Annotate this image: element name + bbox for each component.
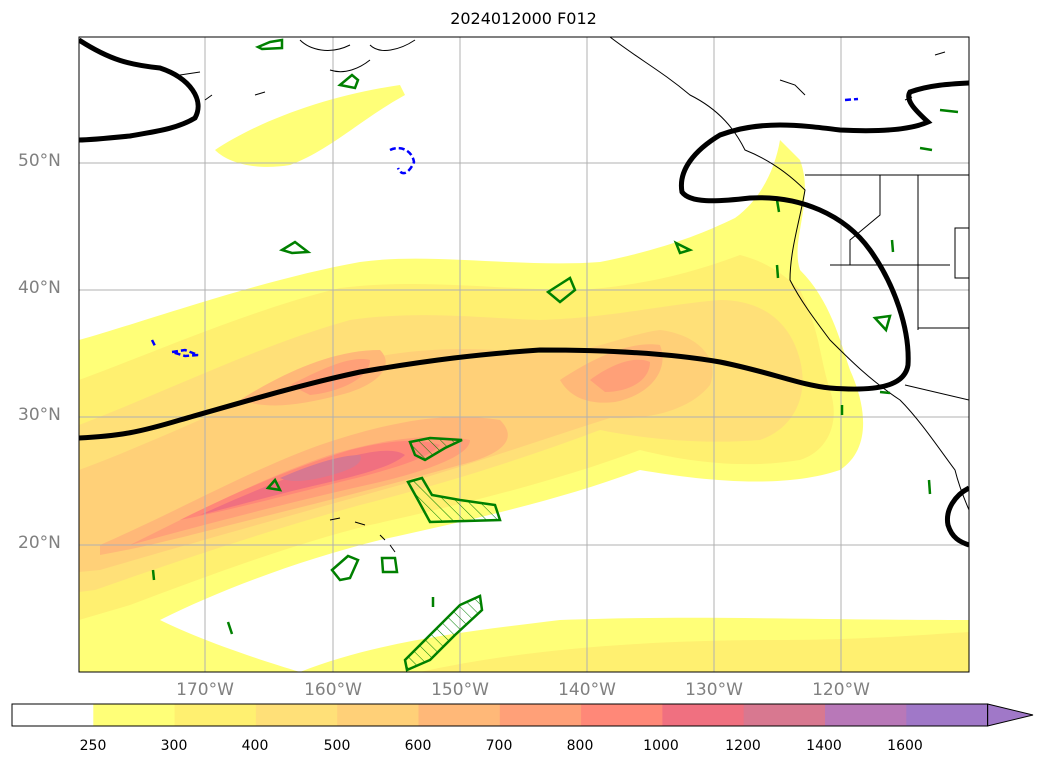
- colorbar-tick: 1600: [887, 738, 923, 754]
- lon-label-150w: 150°W: [431, 680, 489, 700]
- gridlines: [79, 37, 969, 672]
- colorbar-tick: 1200: [725, 738, 761, 754]
- ivt-shade-1000: [200, 450, 405, 515]
- colorbar-tick: 800: [566, 738, 594, 754]
- colorbar-tick: 700: [485, 738, 513, 754]
- map-frame: [78, 36, 970, 673]
- lon-label-140w: 140°W: [558, 680, 616, 700]
- lat-label-30n: 30°N: [18, 405, 61, 425]
- colorbar-tick: 400: [241, 738, 269, 754]
- colorbar-tick: 1400: [806, 738, 842, 754]
- ivt-shade-250-c: [215, 85, 405, 167]
- colorbar-tick: 1000: [643, 738, 679, 754]
- ivt-shade-1200: [280, 455, 361, 481]
- colorbar-tick: 250: [79, 738, 107, 754]
- green-contours: [151, 38, 959, 672]
- lon-label-170w: 170°W: [176, 680, 234, 700]
- moisture-transport-field: [79, 85, 969, 672]
- chart-title: 2024012000 F012: [450, 9, 597, 28]
- lat-label-20n: 20°N: [18, 533, 61, 553]
- jet-axis-contours: [79, 37, 969, 548]
- blue-contours: [150, 97, 859, 358]
- colorbar-tick: 300: [160, 738, 188, 754]
- colorbar-tick: 600: [404, 738, 432, 754]
- colorbar-tick: 500: [323, 738, 351, 754]
- ivt-shade-700-c: [590, 359, 650, 392]
- ivt-shade-300-b: [420, 632, 969, 672]
- lon-label-120w: 120°W: [812, 680, 870, 700]
- lon-label-160w: 160°W: [304, 680, 362, 700]
- lon-label-130w: 130°W: [685, 680, 743, 700]
- lat-label-40n: 40°N: [18, 278, 61, 298]
- lat-label-50n: 50°N: [18, 151, 61, 171]
